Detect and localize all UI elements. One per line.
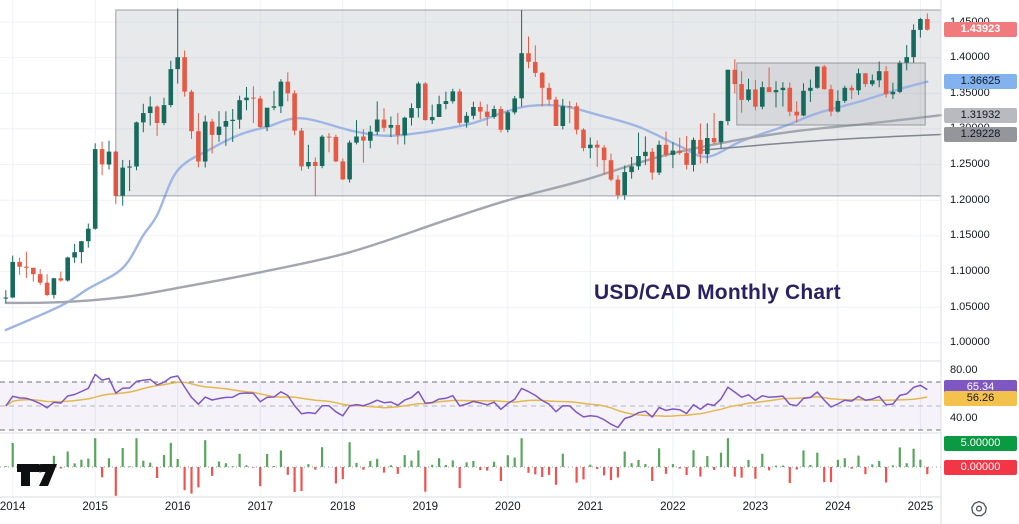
time-axis-year-label: 2024: [825, 501, 851, 513]
last-price-badge: 1.43923: [944, 22, 1017, 38]
price-axis-label: 1.25000: [950, 158, 990, 171]
time-axis-year-label: 2025: [907, 501, 934, 513]
time-axis-year-label: 2015: [82, 501, 108, 513]
ma-gray-value-badge: 1.31932: [944, 107, 1017, 123]
price-axis-label: 1.40000: [950, 51, 990, 64]
rsi-axis-label: 40.00: [950, 411, 978, 424]
time-axis-year-label: 2017: [247, 501, 274, 513]
chart-title-annotation[interactable]: USD/CAD Monthly Chart: [594, 281, 841, 304]
price-axis-label: 1.00000: [950, 336, 990, 349]
time-axis-year-label: 2016: [164, 501, 191, 513]
time-axis-year-label: 2021: [577, 501, 604, 513]
price-axis-label: 1.05000: [950, 300, 990, 313]
time-axis-year-label: 2023: [742, 501, 769, 513]
rsi-axis-label: 80.00: [950, 363, 978, 376]
tradingview-logo[interactable]: [15, 461, 59, 489]
price-axis-label: 1.20000: [950, 193, 990, 206]
price-axis-label: 1.35000: [950, 86, 990, 99]
ma-darkgray-value-badge: 1.29228: [944, 126, 1017, 142]
time-axis-year-label: 2014: [0, 501, 26, 513]
price-axis-label: 1.15000: [950, 229, 990, 242]
rsi-ma-value-badge: 56.26: [944, 390, 1017, 406]
time-axis-year-label: 2020: [495, 501, 521, 513]
hist-lower-value-badge: 0.00000: [944, 459, 1017, 475]
time-axis-year-label: 2022: [660, 501, 686, 513]
time-axis-year-label: 2019: [412, 501, 439, 513]
hist-upper-value-badge: 5.00000: [944, 435, 1017, 451]
time-axis-year-label: 2018: [329, 501, 356, 513]
price-axis-label: 1.10000: [950, 265, 990, 278]
axis-settings-gear-icon[interactable]: [969, 499, 989, 519]
ma-blue-value-badge: 1.36625: [944, 74, 1017, 90]
